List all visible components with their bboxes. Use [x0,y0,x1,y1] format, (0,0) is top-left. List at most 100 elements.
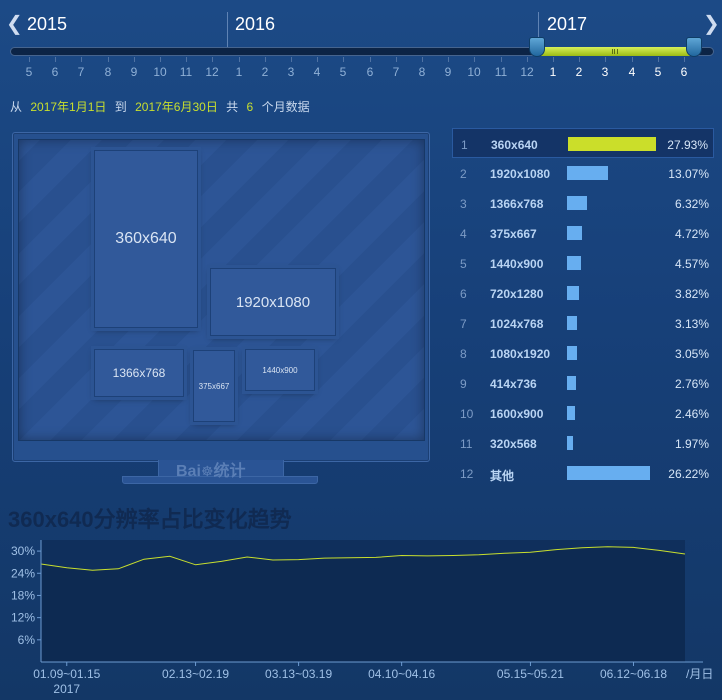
month-tick [160,57,161,62]
ranking-row[interactable]: 4 375x667 4.72% [452,218,714,248]
month-label[interactable]: 1 [549,65,557,79]
data-point[interactable] [348,556,352,560]
data-point[interactable] [65,566,69,570]
month-tick [422,57,423,62]
timeline-track[interactable] [10,47,714,56]
ranking-index: 1 [461,138,468,152]
data-point[interactable] [116,567,120,571]
month-label[interactable]: 5 [339,65,347,79]
data-point[interactable] [142,557,146,561]
month-label[interactable]: 6 [366,65,374,79]
ranking-row[interactable]: 7 1024x768 3.13% [452,308,714,338]
data-point[interactable] [580,546,584,550]
month-label[interactable]: 5 [25,65,33,79]
resolution-box-1440x900[interactable]: 1440x900 [245,349,315,391]
month-label[interactable]: 9 [444,65,452,79]
month-label[interactable]: 7 [392,65,400,79]
data-point[interactable] [219,559,223,563]
selected-range[interactable] [537,47,694,56]
data-point[interactable] [503,551,507,555]
ranking-row[interactable]: 2 1920x1080 13.07% [452,158,714,188]
resolution-box-1920x1080[interactable]: 1920x1080 [210,268,336,336]
data-point[interactable] [477,553,481,557]
data-point[interactable] [168,554,172,558]
month-label[interactable]: 2 [575,65,583,79]
data-point[interactable] [400,554,404,558]
ranking-percent: 26.22% [668,467,709,481]
data-point[interactable] [194,563,198,567]
month-label[interactable]: 9 [130,65,138,79]
month-label[interactable]: 4 [313,65,321,79]
month-tick [553,57,554,62]
month-label[interactable]: 12 [205,65,219,79]
data-point[interactable] [657,548,661,552]
ranking-row[interactable]: 12 其他 26.22% [452,458,714,488]
data-point[interactable] [374,555,378,559]
month-label[interactable]: 1 [235,65,243,79]
ranking-row[interactable]: 5 1440x900 4.57% [452,248,714,278]
resolution-box-1366x768[interactable]: 1366x768 [94,349,184,397]
range-start-handle[interactable] [529,37,545,57]
y-tick-label: 12% [11,611,35,625]
month-tick [212,57,213,62]
month-tick [55,57,56,62]
year-label-2015[interactable]: 2015 [27,14,68,34]
month-label[interactable]: 3 [287,65,295,79]
month-label[interactable]: 2 [261,65,269,79]
ranking-bar [567,346,577,360]
data-point[interactable] [322,556,326,560]
ranking-row[interactable]: 11 320x568 1.97% [452,428,714,458]
ranking-bar [567,406,575,420]
data-point[interactable] [451,554,455,558]
data-point[interactable] [297,558,301,562]
chevron-right-icon[interactable]: ❯ [703,13,720,35]
chevron-left-icon[interactable]: ❮ [6,13,23,35]
series-line [40,546,686,571]
data-point[interactable] [554,548,558,552]
month-label[interactable]: 5 [654,65,662,79]
month-label[interactable]: 11 [494,65,508,79]
ranking-row[interactable]: 6 720x1280 3.82% [452,278,714,308]
resolution-box-360x640[interactable]: 360x640 [94,150,198,328]
ranking-bar [568,137,656,151]
month-label[interactable]: 4 [628,65,636,79]
ranking-row[interactable]: 3 1366x768 6.32% [452,188,714,218]
data-point[interactable] [245,555,249,559]
month-label[interactable]: 10 [153,65,167,79]
month-label[interactable]: 3 [601,65,609,79]
month-label[interactable]: 10 [467,65,481,79]
year-label-2016[interactable]: 2016 [235,14,276,34]
range-grip-icon[interactable] [612,49,618,54]
year-label-2017[interactable]: 2017 [547,14,588,34]
ranking-resolution-name: 其他 [490,469,515,483]
data-point[interactable] [683,552,687,556]
month-label[interactable]: 11 [179,65,193,79]
ranking-row[interactable]: 10 1600x900 2.46% [452,398,714,428]
ranking-bar [567,376,576,390]
ranking-bar [567,256,581,270]
data-point[interactable] [528,550,532,554]
range-end-handle[interactable] [686,37,702,57]
resolution-box-375x667[interactable]: 375x667 [193,350,235,422]
month-tick [605,57,606,62]
ranking-resolution-name: 1024x768 [490,317,544,331]
month-label[interactable]: 8 [418,65,426,79]
ranking-index: 7 [460,317,467,331]
month-label[interactable]: 6 [51,65,59,79]
month-label[interactable]: 7 [77,65,85,79]
y-tick-label: 24% [11,566,35,580]
series-area [41,546,685,662]
month-label[interactable]: 12 [520,65,534,79]
month-tick [239,57,240,62]
ranking-row[interactable]: 1 360x640 27.93% [452,128,714,158]
month-label[interactable]: 6 [680,65,688,79]
month-label[interactable]: 8 [104,65,112,79]
ranking-percent: 2.46% [674,407,709,421]
ranking-row[interactable]: 8 1080x1920 3.05% [452,338,714,368]
data-point[interactable] [606,545,610,549]
data-point[interactable] [632,545,636,549]
data-point[interactable] [91,568,95,572]
data-point[interactable] [425,554,429,558]
data-point[interactable] [271,558,275,562]
ranking-row[interactable]: 9 414x736 2.76% [452,368,714,398]
